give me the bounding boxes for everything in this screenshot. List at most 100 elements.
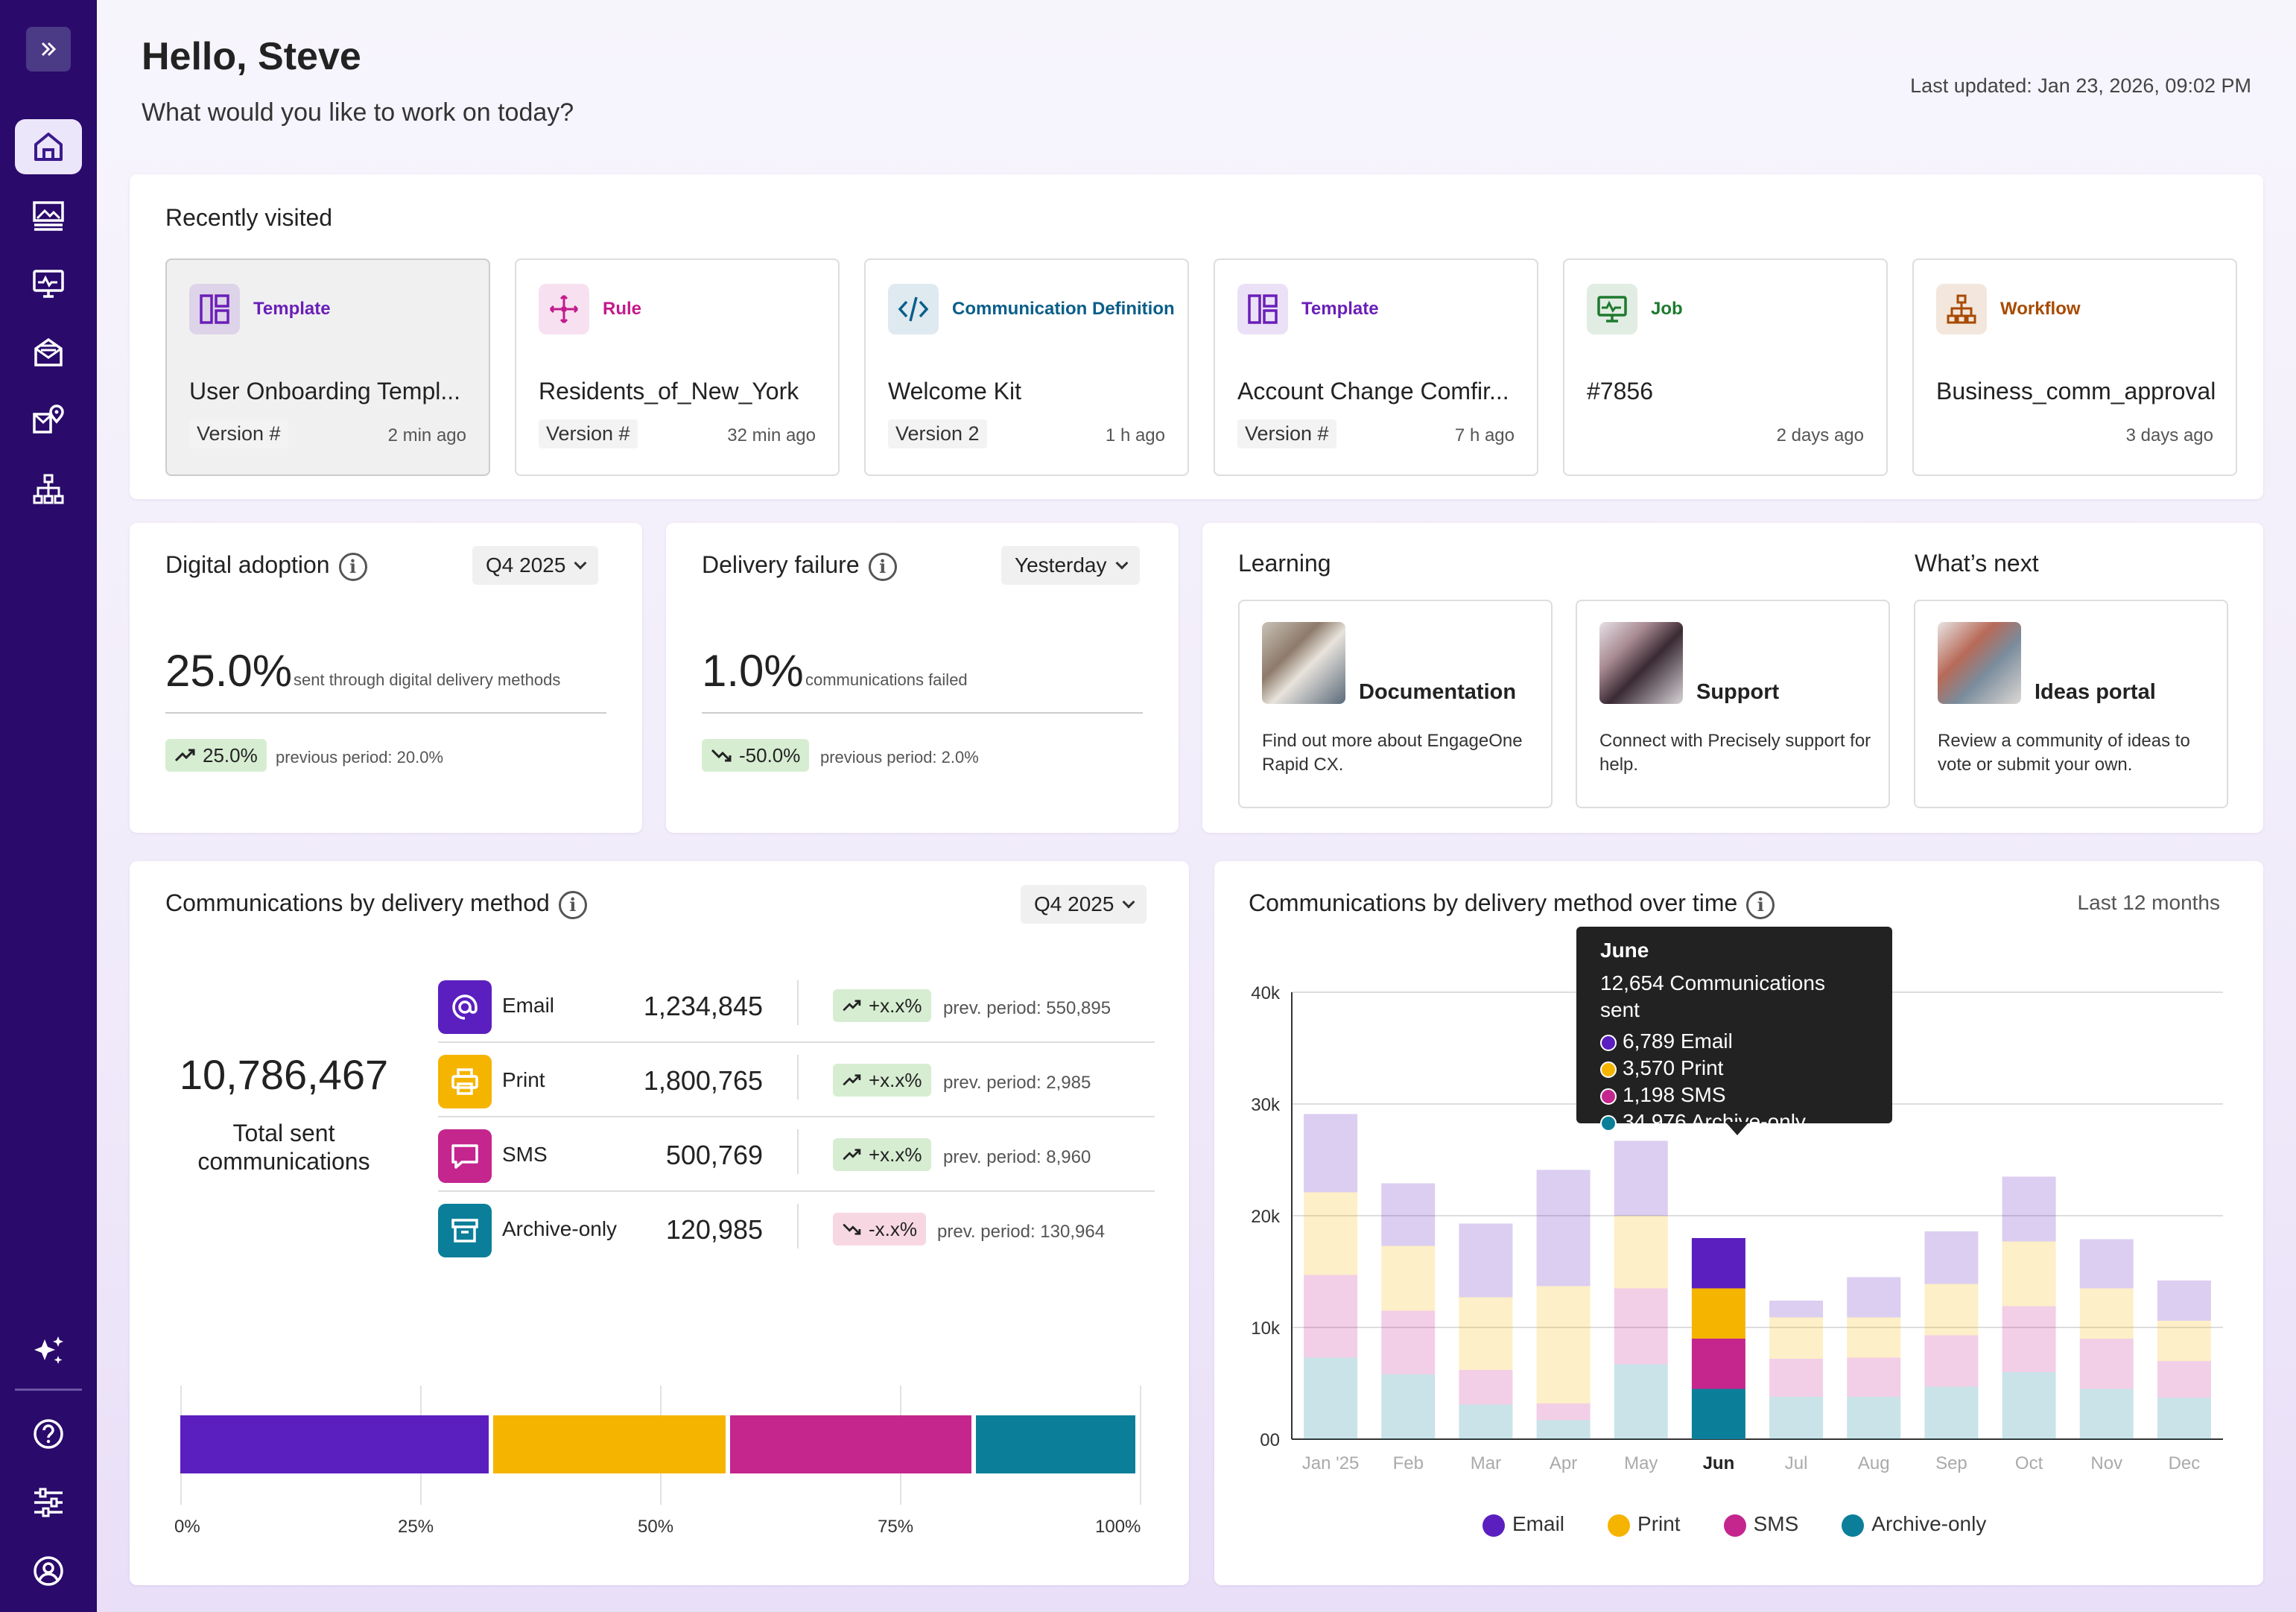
recent-item-time: 32 min ago (727, 425, 816, 445)
bar-print-4[interactable] (1614, 1216, 1668, 1289)
bar-print-10[interactable] (2079, 1288, 2134, 1339)
learning-item-documentation[interactable]: Documentation Find out more about Engage… (1238, 600, 1553, 808)
bar-archive-only-9[interactable] (2002, 1372, 2056, 1439)
bar-print-11[interactable] (2157, 1321, 2211, 1361)
bar-sms-3[interactable] (1536, 1403, 1591, 1421)
info-icon[interactable]: i (1746, 890, 1775, 919)
bar-email-2[interactable] (1459, 1223, 1513, 1298)
bar-sms-6[interactable] (1769, 1359, 1824, 1397)
bar-print-6[interactable] (1769, 1317, 1824, 1359)
bar-archive-only-10[interactable] (2079, 1389, 2134, 1440)
bar-sms-0[interactable] (1304, 1275, 1358, 1358)
nav-org-chart[interactable] (15, 462, 82, 517)
legend-email[interactable]: Email (1482, 1512, 1564, 1537)
delivery-row-delta-value: -x.x% (869, 1217, 917, 1240)
bar-sms-8[interactable] (1924, 1335, 1979, 1387)
bar-archive-only-11[interactable] (2157, 1397, 2211, 1440)
tooltip-swatch (1600, 1034, 1617, 1051)
bar-sms-1[interactable] (1381, 1310, 1436, 1375)
bar-print-1[interactable] (1381, 1246, 1436, 1311)
bar-archive-only-6[interactable] (1769, 1397, 1824, 1439)
nav-help[interactable] (15, 1406, 82, 1462)
bar-email-1[interactable] (1381, 1183, 1436, 1246)
whats-next-title: What’s next (1915, 550, 2039, 577)
info-icon[interactable]: i (868, 552, 897, 581)
bar-email-0[interactable] (1304, 1114, 1358, 1193)
nav-profile[interactable] (15, 1543, 82, 1599)
bar-sms-2[interactable] (1459, 1370, 1513, 1405)
bar-email-5[interactable] (1691, 1238, 1745, 1289)
recent-item-template[interactable]: Template User Onboarding Templ... Version … (165, 258, 490, 476)
bar-sms-9[interactable] (2002, 1306, 2056, 1373)
nav-monitor[interactable] (15, 256, 82, 311)
bar-print-2[interactable] (1459, 1297, 1513, 1371)
bar-segment-email[interactable] (180, 1415, 489, 1473)
bar-sms-4[interactable] (1614, 1288, 1668, 1365)
nav-settings[interactable] (15, 1475, 82, 1530)
bar-email-11[interactable] (2157, 1281, 2211, 1321)
bar-archive-only-2[interactable] (1459, 1404, 1513, 1440)
info-icon[interactable]: i (338, 552, 367, 581)
bar-archive-only-1[interactable] (1381, 1374, 1436, 1439)
recent-item-template[interactable]: Template Account Change Comfir... Version … (1214, 258, 1538, 476)
bar-email-9[interactable] (2002, 1176, 2056, 1242)
bar-sms-5[interactable] (1691, 1339, 1745, 1389)
tooltip-line-text: 6,789 Email (1623, 1029, 1733, 1053)
total-sent-value: 10,786,467 (179, 1051, 389, 1098)
bar-email-6[interactable] (1769, 1301, 1824, 1318)
recent-item-workflow[interactable]: Workflow Business_comm_approval 3 days ago (1912, 258, 2237, 476)
bar-print-9[interactable] (2002, 1241, 2056, 1307)
bar-print-7[interactable] (1847, 1317, 1901, 1358)
bar-sms-11[interactable] (2157, 1361, 2211, 1398)
nav-gallery[interactable] (15, 188, 82, 243)
trend-down-icon (843, 1223, 861, 1235)
last-updated: Last updated: Jan 23, 2026, 09:02 PM (1910, 74, 2251, 97)
nav-mail-location[interactable] (15, 393, 82, 448)
x-tick-label: Jan '25 (1302, 1453, 1360, 1473)
bar-email-10[interactable] (2079, 1239, 2134, 1289)
trend-up-icon (843, 1000, 861, 1012)
bar-print-3[interactable] (1536, 1286, 1591, 1404)
info-icon[interactable]: i (558, 890, 587, 919)
delivery-period-dropdown[interactable]: Q4 2025 (1021, 885, 1147, 924)
sparkle-icon (34, 1336, 63, 1364)
bar-archive-only-0[interactable] (1304, 1357, 1358, 1440)
bar-archive-only-4[interactable] (1614, 1364, 1668, 1440)
recent-item-communication-definition[interactable]: Communication Definition Welcome Kit Versi… (864, 258, 1189, 476)
bar-print-5[interactable] (1691, 1288, 1745, 1339)
recent-item-job[interactable]: Job #7856 2 days ago (1563, 258, 1888, 476)
recent-item-rule[interactable]: Rule Residents_of_New_York Version # 32 min… (515, 258, 840, 476)
bar-sms-10[interactable] (2079, 1339, 2134, 1389)
bar-archive-only-7[interactable] (1847, 1397, 1901, 1439)
learning-item-support[interactable]: Support Connect with Precisely support f… (1576, 600, 1890, 808)
bar-segment-print[interactable] (492, 1415, 726, 1473)
workflow-icon (1936, 284, 1987, 334)
bar-print-0[interactable] (1304, 1192, 1358, 1275)
bar-segment-archive-only[interactable] (975, 1415, 1135, 1473)
legend-print[interactable]: Print (1608, 1512, 1681, 1537)
nav-ai-assistant[interactable] (15, 1323, 82, 1378)
bar-archive-only-8[interactable] (1924, 1386, 1979, 1440)
nav-mail-stack[interactable] (15, 325, 82, 380)
nav-home[interactable] (15, 119, 82, 174)
delivery-row-delta-value: +x.x% (869, 1068, 922, 1091)
learning-item-ideas-portal[interactable]: Ideas portal Review a community of ideas… (1914, 600, 2228, 808)
expand-sidebar-button[interactable] (26, 27, 71, 72)
failure-period-dropdown[interactable]: Yesterday (1001, 546, 1140, 585)
bar-print-8[interactable] (1924, 1283, 1979, 1336)
recent-item-version: Version # (189, 419, 288, 448)
bar-archive-only-3[interactable] (1536, 1420, 1591, 1440)
bar-segment-sms[interactable] (730, 1415, 971, 1473)
bar-email-4[interactable] (1614, 1140, 1668, 1216)
bar-email-8[interactable] (1924, 1231, 1979, 1284)
bar-gridline (1140, 1386, 1141, 1505)
legend-archive-only[interactable]: Archive-only (1842, 1512, 1986, 1537)
bar-sms-7[interactable] (1847, 1357, 1901, 1397)
bar-archive-only-5[interactable] (1691, 1389, 1745, 1440)
digital-period-dropdown[interactable]: Q4 2025 (472, 546, 599, 585)
recent-item-name: Business_comm_approval (1936, 378, 2216, 404)
bar-email-3[interactable] (1536, 1170, 1591, 1286)
bar-email-7[interactable] (1847, 1277, 1901, 1318)
digital-previous: previous period: 20.0% (276, 748, 444, 767)
legend-sms[interactable]: SMS (1723, 1512, 1798, 1537)
